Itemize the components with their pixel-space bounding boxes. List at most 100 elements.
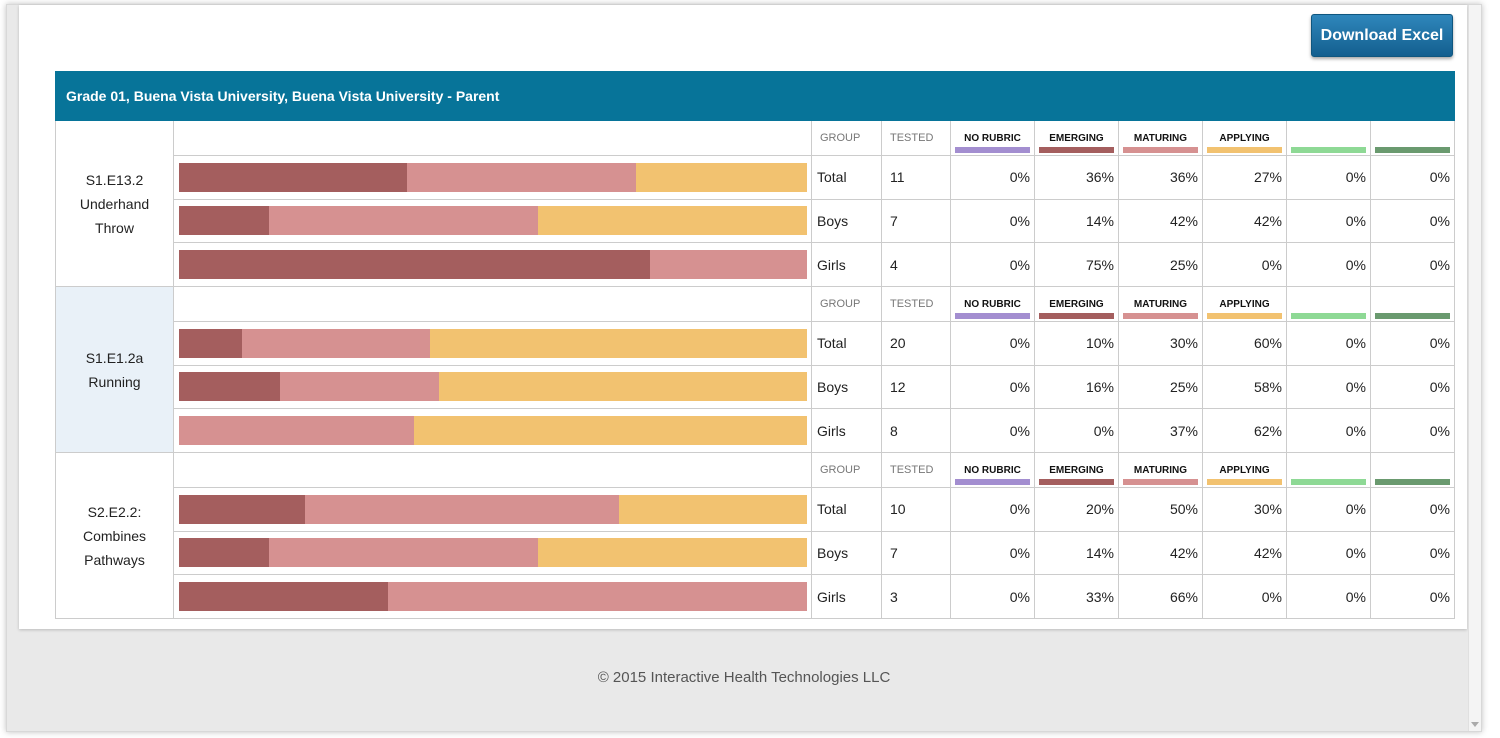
category-header [1371,121,1454,155]
tested-cell: 10 [882,487,951,531]
category-color-line [955,312,1030,319]
bar-header-cell [174,287,812,321]
category-color-line [1207,312,1282,319]
percent-cell: 0% [951,409,1035,452]
category-label: NO RUBRIC [964,298,1021,310]
column-header-row: GROUP TESTED NO RUBRIC EMERGING MATURING APPL… [174,287,1454,322]
bar-segment [430,328,807,358]
percent-cell: 14% [1035,531,1119,575]
stacked-bar [179,494,807,524]
percent-cell: 0% [951,487,1035,531]
tested-cell: 4 [882,243,951,286]
category-header [1371,453,1454,487]
category-color-line [955,478,1030,485]
percent-cell: 42% [1119,531,1203,575]
percent-cell: 62% [1203,409,1287,452]
skill-rows: GROUP TESTED NO RUBRIC EMERGING MATURING APPL… [174,121,1454,286]
category-header: EMERGING [1035,453,1119,487]
category-header: APPLYING [1203,121,1287,155]
category-label: NO RUBRIC [964,132,1021,144]
percent-cell: 30% [1203,487,1287,531]
category-color-line [1039,478,1114,485]
bar-segment [618,494,807,524]
percent-cell: 42% [1203,199,1287,243]
stacked-bar-cell [174,409,812,452]
group-header: GROUP [812,287,882,321]
percent-cell: 0% [1203,575,1287,618]
category-color-line [1039,312,1114,319]
stacked-bar [179,206,807,236]
percent-cell: 0% [951,575,1035,618]
percent-cell: 0% [1429,544,1450,561]
table-row: Boys 7 0% 14% 42% 42% 0% 0% [174,199,1454,244]
percent-cell: 0% [951,155,1035,199]
category-color-line [1375,478,1450,485]
category-label: EMERGING [1049,464,1104,476]
category-header: NO RUBRIC [951,287,1035,321]
category-color-line [1291,312,1366,319]
percent-cell: 0% [1429,422,1450,439]
stacked-bar-cell [174,575,812,618]
category-header [1287,287,1371,321]
category-color-line [1123,312,1198,319]
group-cell: Boys [812,199,882,243]
bar-segment [439,372,807,402]
percent-cell: 58% [1203,365,1287,409]
download-excel-button[interactable]: Download Excel [1311,14,1453,57]
category-header: EMERGING [1035,121,1119,155]
group-cell: Total [812,487,882,531]
app-frame: Download Excel Grade 01, Buena Vista Uni… [6,4,1482,732]
group-cell: Total [812,155,882,199]
bar-segment [635,162,807,192]
group-cell: Girls [812,575,882,618]
bar-segment [268,538,538,568]
skill-name: S2.E2.2: Combines Pathways [56,453,174,618]
bar-segment [179,328,242,358]
bar-segment [537,538,807,568]
percent-cell: 0% [1429,335,1450,352]
category-label: MATURING [1133,464,1188,476]
category-color-line [955,146,1030,153]
percent-cell: 0% [1429,169,1450,186]
percent-cell: 36% [1035,155,1119,199]
tested-cell: 20 [882,321,951,365]
table-row: Girls 4 0% 75% 25% 0% 0% 0% [174,243,1454,286]
percent-cell: 0% [1429,501,1450,518]
stacked-bar-cell [174,321,812,365]
percent-cell: 0% [1287,487,1371,531]
category-label: MATURING [1133,298,1188,310]
category-color-line [1207,478,1282,485]
percent-cell: 25% [1119,243,1203,286]
percent-cell: 0% [1035,409,1119,452]
bar-segment [179,416,414,446]
percent-cell: 0% [1287,531,1371,575]
category-header: MATURING [1119,287,1203,321]
report-panel: Download Excel Grade 01, Buena Vista Uni… [19,5,1467,629]
bar-segment [179,162,408,192]
percent-cell: 25% [1119,365,1203,409]
stacked-bar [179,328,807,358]
percent-cell: 75% [1035,243,1119,286]
bar-header-cell [174,453,812,487]
percent-cell: 42% [1119,199,1203,243]
category-color-line [1123,478,1198,485]
percent-cell: 37% [1119,409,1203,452]
column-header-row: GROUP TESTED NO RUBRIC EMERGING MATURING APPL… [174,121,1454,156]
category-color-line [1291,478,1366,485]
bar-segment [241,328,431,358]
category-label: APPLYING [1219,298,1270,310]
stacked-bar-cell [174,531,812,575]
tested-header: TESTED [882,121,951,155]
group-cell: Boys [812,365,882,409]
vertical-scrollbar[interactable] [1468,5,1481,731]
bar-header-cell [174,121,812,155]
group-cell: Girls [812,243,882,286]
report-body: S1.E13.2 Underhand Throw GROUP TESTED NO RU… [55,121,1455,619]
scroll-down-arrow-icon[interactable] [1471,722,1479,727]
category-label: EMERGING [1049,298,1104,310]
category-color-line [1123,146,1198,153]
percent-cell: 33% [1035,575,1119,618]
percent-cell: 60% [1203,321,1287,365]
percent-cell: 66% [1119,575,1203,618]
category-color-line [1207,146,1282,153]
